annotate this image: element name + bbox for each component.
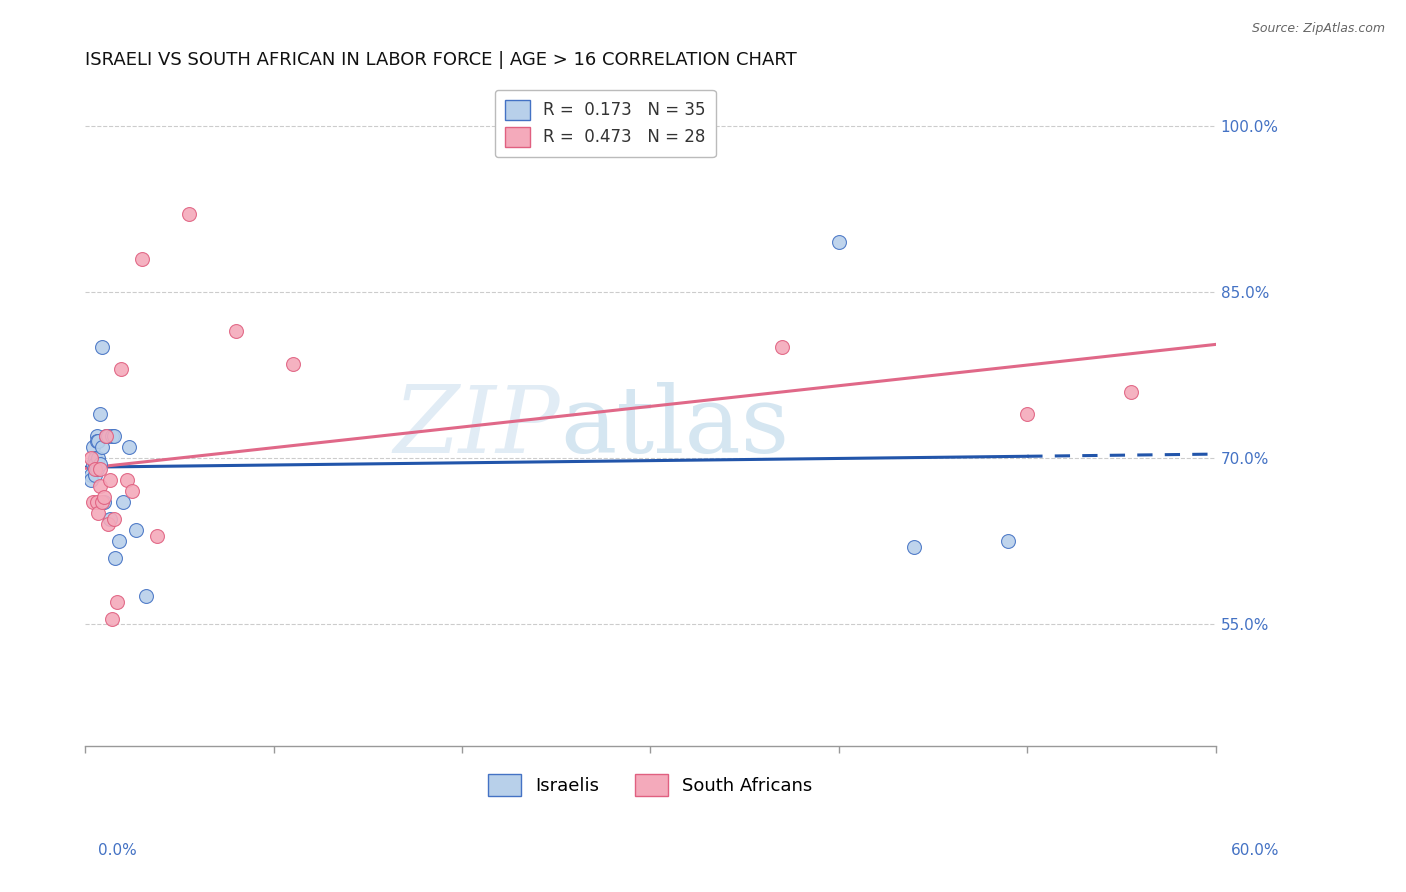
Point <box>86 429 108 443</box>
Point <box>97 429 120 443</box>
Point <box>86 434 108 449</box>
Text: 0.0%: 0.0% <box>98 843 138 858</box>
Point <box>91 495 114 509</box>
Point <box>1119 384 1142 399</box>
Point <box>100 611 122 625</box>
Point <box>117 440 139 454</box>
Text: ZIP: ZIP <box>394 382 560 472</box>
Point <box>110 362 132 376</box>
Point <box>89 407 111 421</box>
Point <box>225 324 247 338</box>
Point <box>94 429 117 443</box>
Point <box>80 450 103 465</box>
Point <box>91 340 114 354</box>
Point <box>86 462 108 476</box>
Point <box>86 495 108 509</box>
Text: 60.0%: 60.0% <box>1232 843 1279 858</box>
Point <box>87 507 110 521</box>
Point <box>177 207 200 221</box>
Point <box>82 457 104 471</box>
Point <box>83 467 105 482</box>
Legend: Israelis, South Africans: Israelis, South Africans <box>481 767 820 804</box>
Point <box>83 462 105 476</box>
Point <box>93 495 115 509</box>
Point <box>83 457 105 471</box>
Point <box>80 467 103 482</box>
Point <box>103 512 125 526</box>
Point <box>80 473 103 487</box>
Point <box>87 450 110 465</box>
Point <box>121 484 143 499</box>
Point <box>103 429 125 443</box>
Point <box>98 473 121 487</box>
Point <box>146 528 169 542</box>
Point <box>104 550 127 565</box>
Point <box>125 523 148 537</box>
Point <box>82 495 104 509</box>
Text: atlas: atlas <box>560 382 789 472</box>
Point <box>82 440 104 454</box>
Point <box>91 440 114 454</box>
Point <box>97 517 120 532</box>
Point <box>94 429 117 443</box>
Point <box>828 235 851 249</box>
Text: ISRAELI VS SOUTH AFRICAN IN LABOR FORCE | AGE > 16 CORRELATION CHART: ISRAELI VS SOUTH AFRICAN IN LABOR FORCE … <box>86 51 797 69</box>
Point <box>89 462 111 476</box>
Point <box>997 534 1019 549</box>
Point <box>1017 407 1039 421</box>
Point <box>89 478 111 492</box>
Point <box>100 429 122 443</box>
Point <box>281 357 304 371</box>
Point <box>770 340 793 354</box>
Point <box>135 590 157 604</box>
Point <box>115 473 138 487</box>
Point <box>87 434 110 449</box>
Point <box>105 595 128 609</box>
Point <box>903 540 925 554</box>
Point <box>89 457 111 471</box>
Point <box>131 252 153 266</box>
Point <box>98 512 121 526</box>
Point <box>83 450 105 465</box>
Point <box>111 495 134 509</box>
Point <box>93 490 115 504</box>
Text: Source: ZipAtlas.com: Source: ZipAtlas.com <box>1251 22 1385 36</box>
Point <box>108 534 131 549</box>
